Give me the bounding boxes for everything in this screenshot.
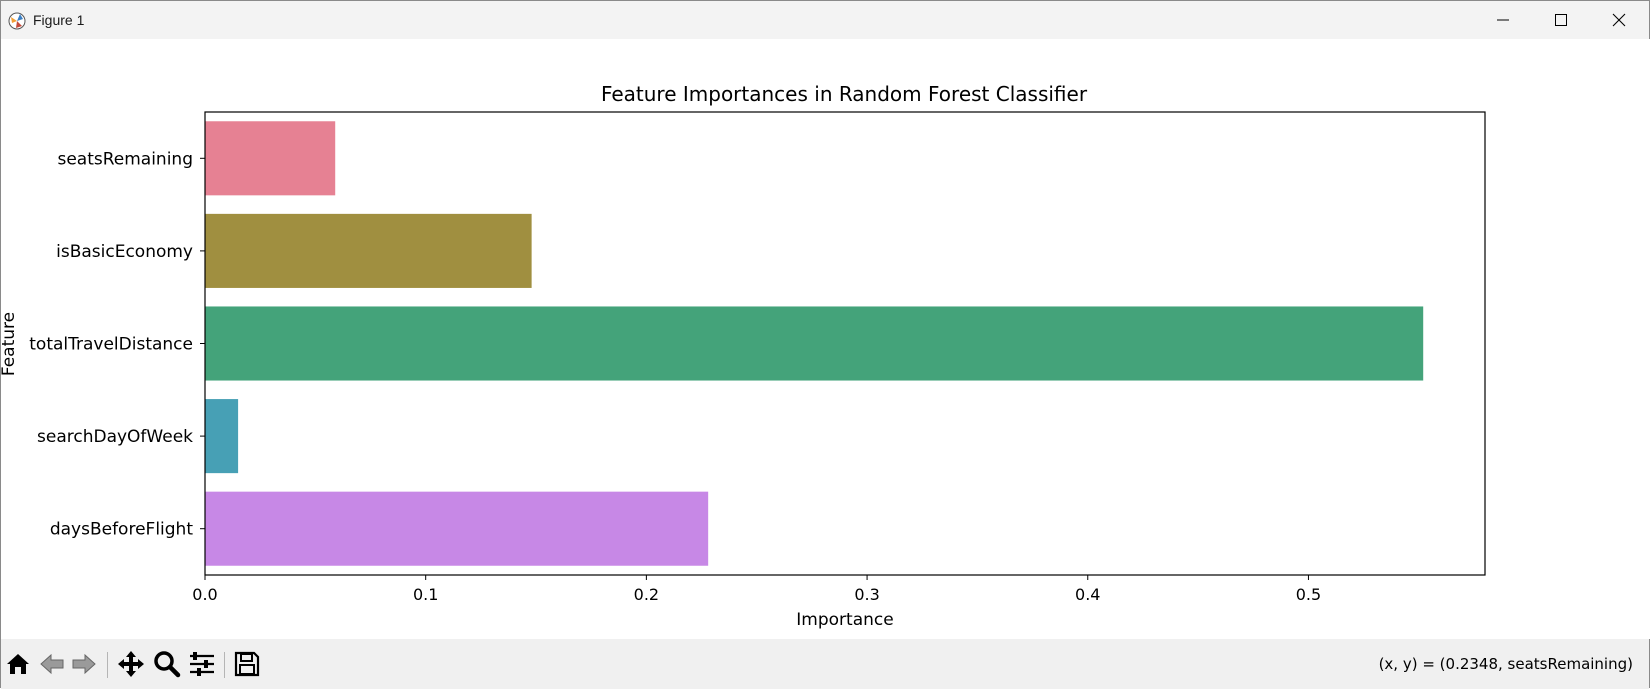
- x-tick-label: 0.1: [413, 585, 438, 604]
- maximize-button[interactable]: [1532, 1, 1590, 39]
- zoom-icon: [154, 651, 181, 678]
- bar-totalTravelDistance: [205, 306, 1424, 381]
- home-button[interactable]: [3, 649, 33, 679]
- window-title: Figure 1: [33, 12, 85, 28]
- bar-chart: Feature Importances in Random Forest Cla…: [0, 82, 1486, 630]
- bar-daysBeforeFlight: [205, 491, 709, 566]
- home-icon: [7, 654, 29, 674]
- matplotlib-logo-icon: [8, 12, 26, 30]
- back-icon: [40, 653, 64, 675]
- maximize-icon: [1555, 14, 1567, 26]
- bar-seatsRemaining: [205, 121, 336, 196]
- toolbar-separator: [224, 652, 225, 678]
- toolbar-separator: [107, 652, 108, 678]
- axes-frame: [204, 111, 1486, 576]
- x-tick-label: 0.3: [854, 585, 879, 604]
- x-tick-label: 0.0: [192, 585, 217, 604]
- y-tick-label: daysBeforeFlight: [50, 520, 193, 540]
- x-tick-label: 0.5: [1296, 585, 1321, 604]
- x-tick-label: 0.4: [1075, 585, 1100, 604]
- back-button[interactable]: [37, 649, 67, 679]
- configure-subplots-icon: [190, 652, 214, 676]
- pan-button[interactable]: [116, 649, 146, 679]
- close-icon: [1612, 13, 1626, 27]
- bar-isBasicEconomy: [205, 213, 532, 288]
- y-tick-label: searchDayOfWeek: [37, 427, 193, 447]
- bar-searchDayOfWeek: [205, 399, 239, 474]
- minimize-icon: [1497, 19, 1509, 21]
- title-bar: Figure 1: [1, 1, 1649, 39]
- y-tick-label: totalTravelDistance: [29, 335, 193, 355]
- y-tick-label: seatsRemaining: [57, 149, 193, 169]
- navigation-toolbar: (x, y) = (0.2348, seatsRemaining): [1, 639, 1649, 689]
- forward-icon: [72, 653, 96, 675]
- cursor-coordinates: (x, y) = (0.2348, seatsRemaining): [1378, 655, 1633, 673]
- x-tick-label: 0.2: [634, 585, 659, 604]
- plot-canvas[interactable]: Feature Importances in Random Forest Cla…: [0, 39, 1650, 639]
- minimize-button[interactable]: [1474, 1, 1532, 39]
- save-icon: [234, 651, 260, 677]
- y-tick-label: isBasicEconomy: [56, 242, 193, 262]
- y-axis-label: Feature: [1, 312, 19, 376]
- x-axis-label: Importance: [796, 610, 893, 630]
- configure-subplots-button[interactable]: [187, 649, 217, 679]
- close-button[interactable]: [1590, 1, 1648, 39]
- save-button[interactable]: [232, 649, 262, 679]
- zoom-button[interactable]: [152, 649, 182, 679]
- chart-title: Feature Importances in Random Forest Cla…: [601, 82, 1088, 106]
- forward-button[interactable]: [69, 649, 99, 679]
- pan-icon: [118, 651, 144, 677]
